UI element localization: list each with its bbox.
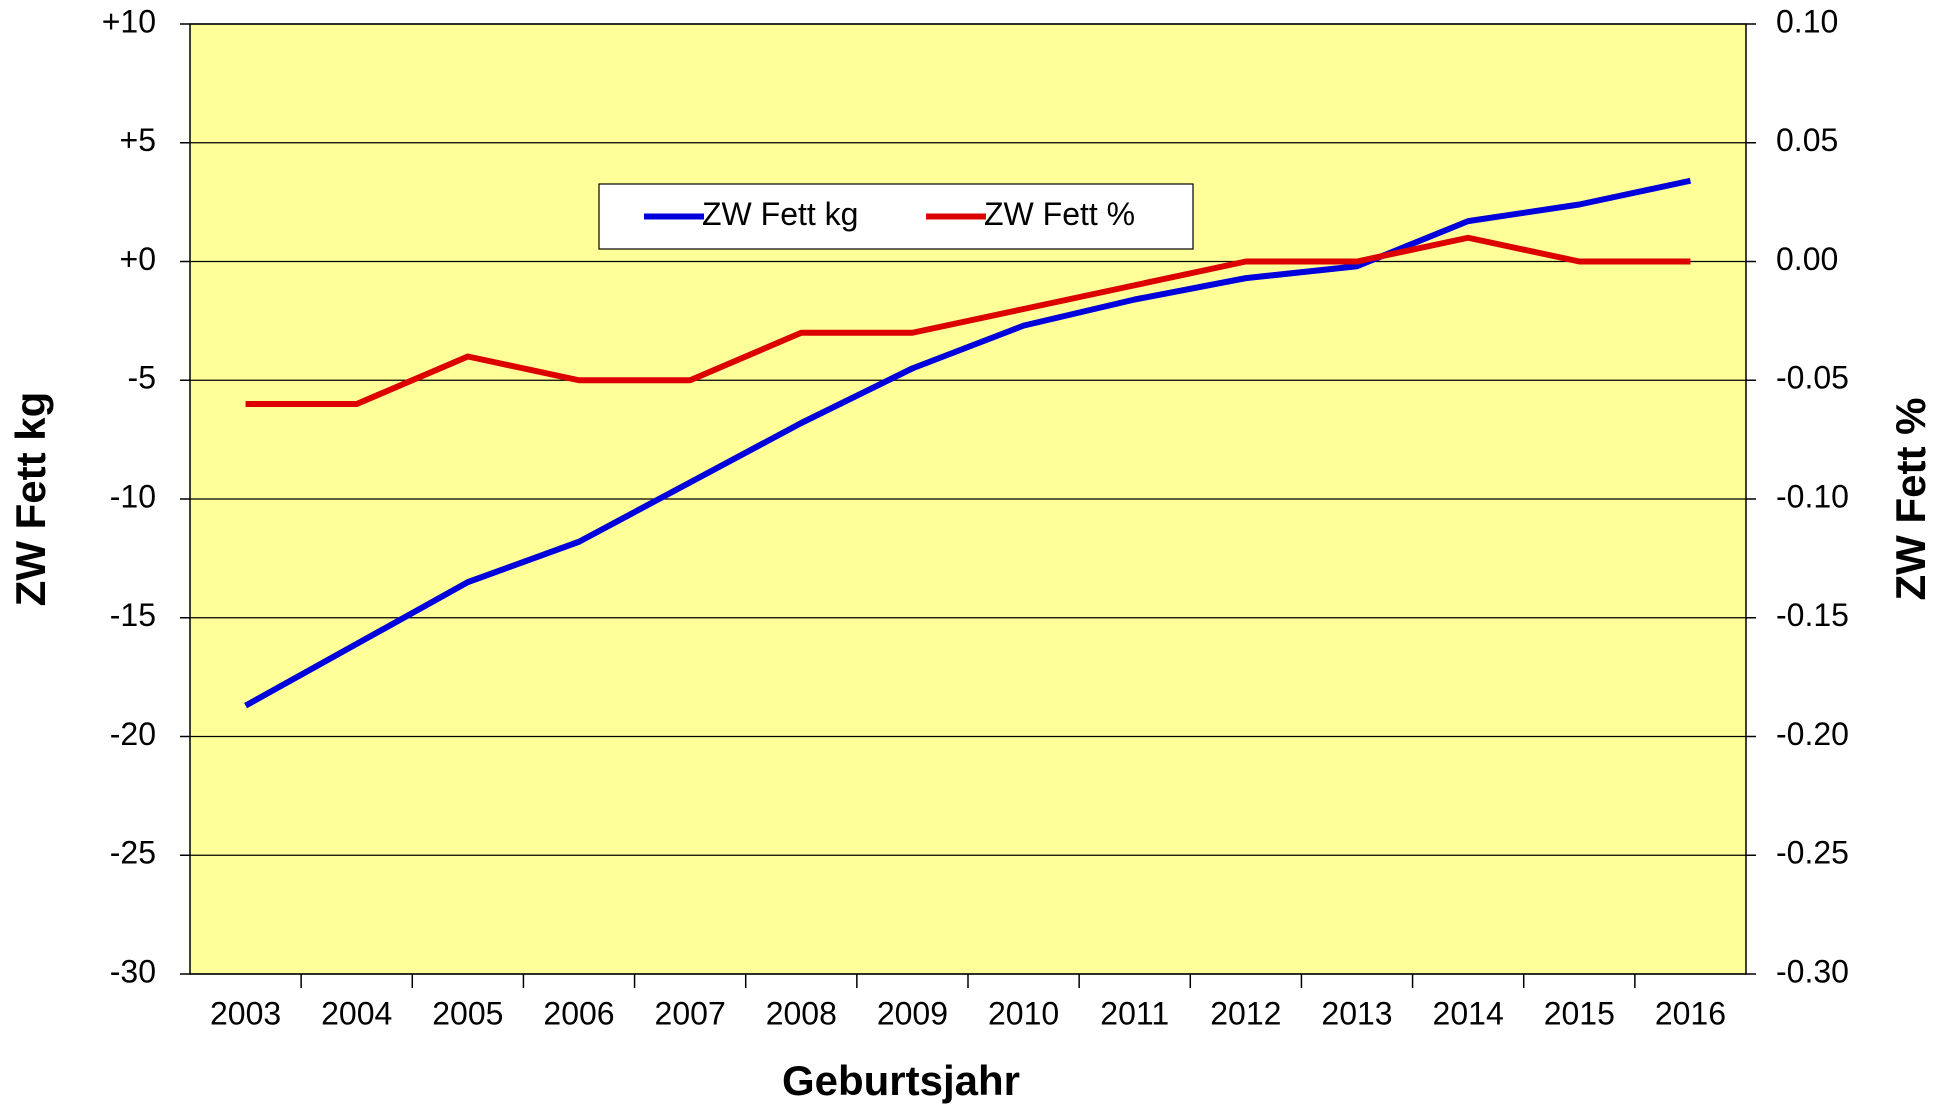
y2-tick-label: -0.25 <box>1776 835 1849 871</box>
x-tick-label: 2010 <box>988 995 1059 1031</box>
data-line <box>245 234 1691 407</box>
x-axis-title: Geburtsjahr <box>782 1057 1020 1104</box>
x-tick-label: 2007 <box>655 995 726 1031</box>
y2-tick-label: 0.05 <box>1776 122 1838 158</box>
y2-tick-label: 0.00 <box>1776 241 1838 277</box>
x-tick-label: 2009 <box>877 995 948 1031</box>
legend: ZW Fett kg ZW Fett % <box>598 183 1194 250</box>
x-tick-label: 2004 <box>321 995 392 1031</box>
x-tick-label: 2014 <box>1433 995 1504 1031</box>
y-tick-label: -25 <box>110 835 156 871</box>
y-tick-label: +10 <box>102 3 156 39</box>
legend-label: ZW Fett kg <box>702 196 858 232</box>
y2-tick-label: -0.20 <box>1776 716 1849 752</box>
y-tick-label: -10 <box>110 478 156 514</box>
x-tick-label: 2006 <box>543 995 614 1031</box>
y-tick-label: -15 <box>110 597 156 633</box>
y2-axis-title: ZW Fett % <box>1887 398 1934 601</box>
y-tick-label: +5 <box>120 122 156 158</box>
y-axis-title: ZW Fett kg <box>7 392 54 607</box>
y2-tick-label: -0.10 <box>1776 478 1849 514</box>
x-tick-label: 2008 <box>766 995 837 1031</box>
y-tick-label: -30 <box>110 953 156 989</box>
x-tick-label: 2012 <box>1210 995 1281 1031</box>
data-line <box>244 177 1692 709</box>
x-tick-label: 2005 <box>432 995 503 1031</box>
x-tick-label: 2015 <box>1544 995 1615 1031</box>
legend-label: ZW Fett % <box>984 196 1135 232</box>
y-tick-label: -20 <box>110 716 156 752</box>
y2-tick-label: 0.10 <box>1776 3 1838 39</box>
y-tick-label: +0 <box>120 241 156 277</box>
y2-tick-label: -0.05 <box>1776 360 1849 396</box>
x-tick-label: 2011 <box>1100 995 1169 1031</box>
y-tick-label: -5 <box>128 360 156 396</box>
x-tick-label: 2016 <box>1655 995 1726 1031</box>
x-tick-label: 2003 <box>210 995 281 1031</box>
y2-tick-label: -0.15 <box>1776 597 1849 633</box>
x-tick-label: 2013 <box>1321 995 1392 1031</box>
y2-tick-label: -0.30 <box>1776 953 1849 989</box>
